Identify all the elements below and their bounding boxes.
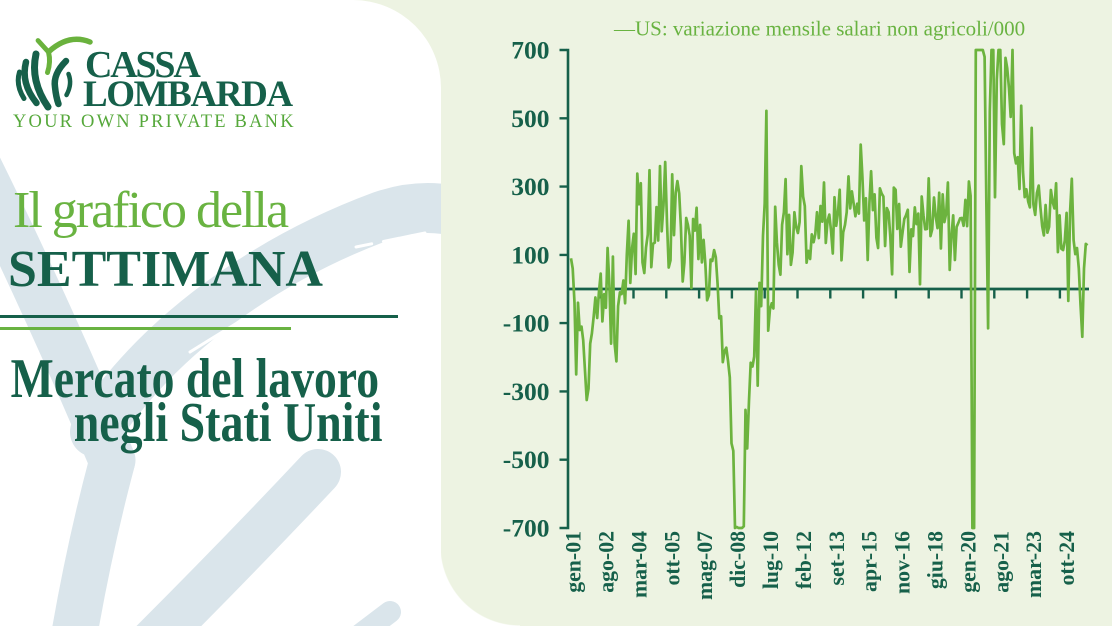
svg-text:-300: -300 <box>503 377 550 406</box>
svg-text:-500: -500 <box>503 445 550 474</box>
svg-text:ott-05: ott-05 <box>660 531 684 586</box>
svg-text:mar-04: mar-04 <box>627 531 651 598</box>
svg-text:—US: variazione mensile salari: —US: variazione mensile salari non agric… <box>613 17 1025 41</box>
svg-text:ott-24: ott-24 <box>1055 531 1079 586</box>
svg-text:gen-20: gen-20 <box>956 531 980 593</box>
svg-text:giu-18: giu-18 <box>924 531 948 589</box>
svg-text:mar-23: mar-23 <box>1022 531 1046 598</box>
svg-text:feb-12: feb-12 <box>792 531 816 589</box>
svg-text:ago-02: ago-02 <box>595 531 619 593</box>
svg-text:ago-21: ago-21 <box>989 531 1013 593</box>
svg-text:apr-15: apr-15 <box>858 531 882 592</box>
svg-text:nov-16: nov-16 <box>891 531 915 594</box>
svg-text:500: 500 <box>511 104 549 133</box>
svg-text:gen-01: gen-01 <box>562 531 586 593</box>
svg-text:dic-08: dic-08 <box>726 531 750 588</box>
svg-text:lug-10: lug-10 <box>759 531 783 589</box>
svg-text:100: 100 <box>511 240 549 269</box>
svg-text:-700: -700 <box>503 514 550 543</box>
svg-text:300: 300 <box>511 172 549 201</box>
svg-text:-100: -100 <box>503 309 550 338</box>
svg-text:set-13: set-13 <box>825 531 849 586</box>
svg-text:700: 700 <box>511 36 549 65</box>
svg-text:mag-07: mag-07 <box>693 531 717 600</box>
